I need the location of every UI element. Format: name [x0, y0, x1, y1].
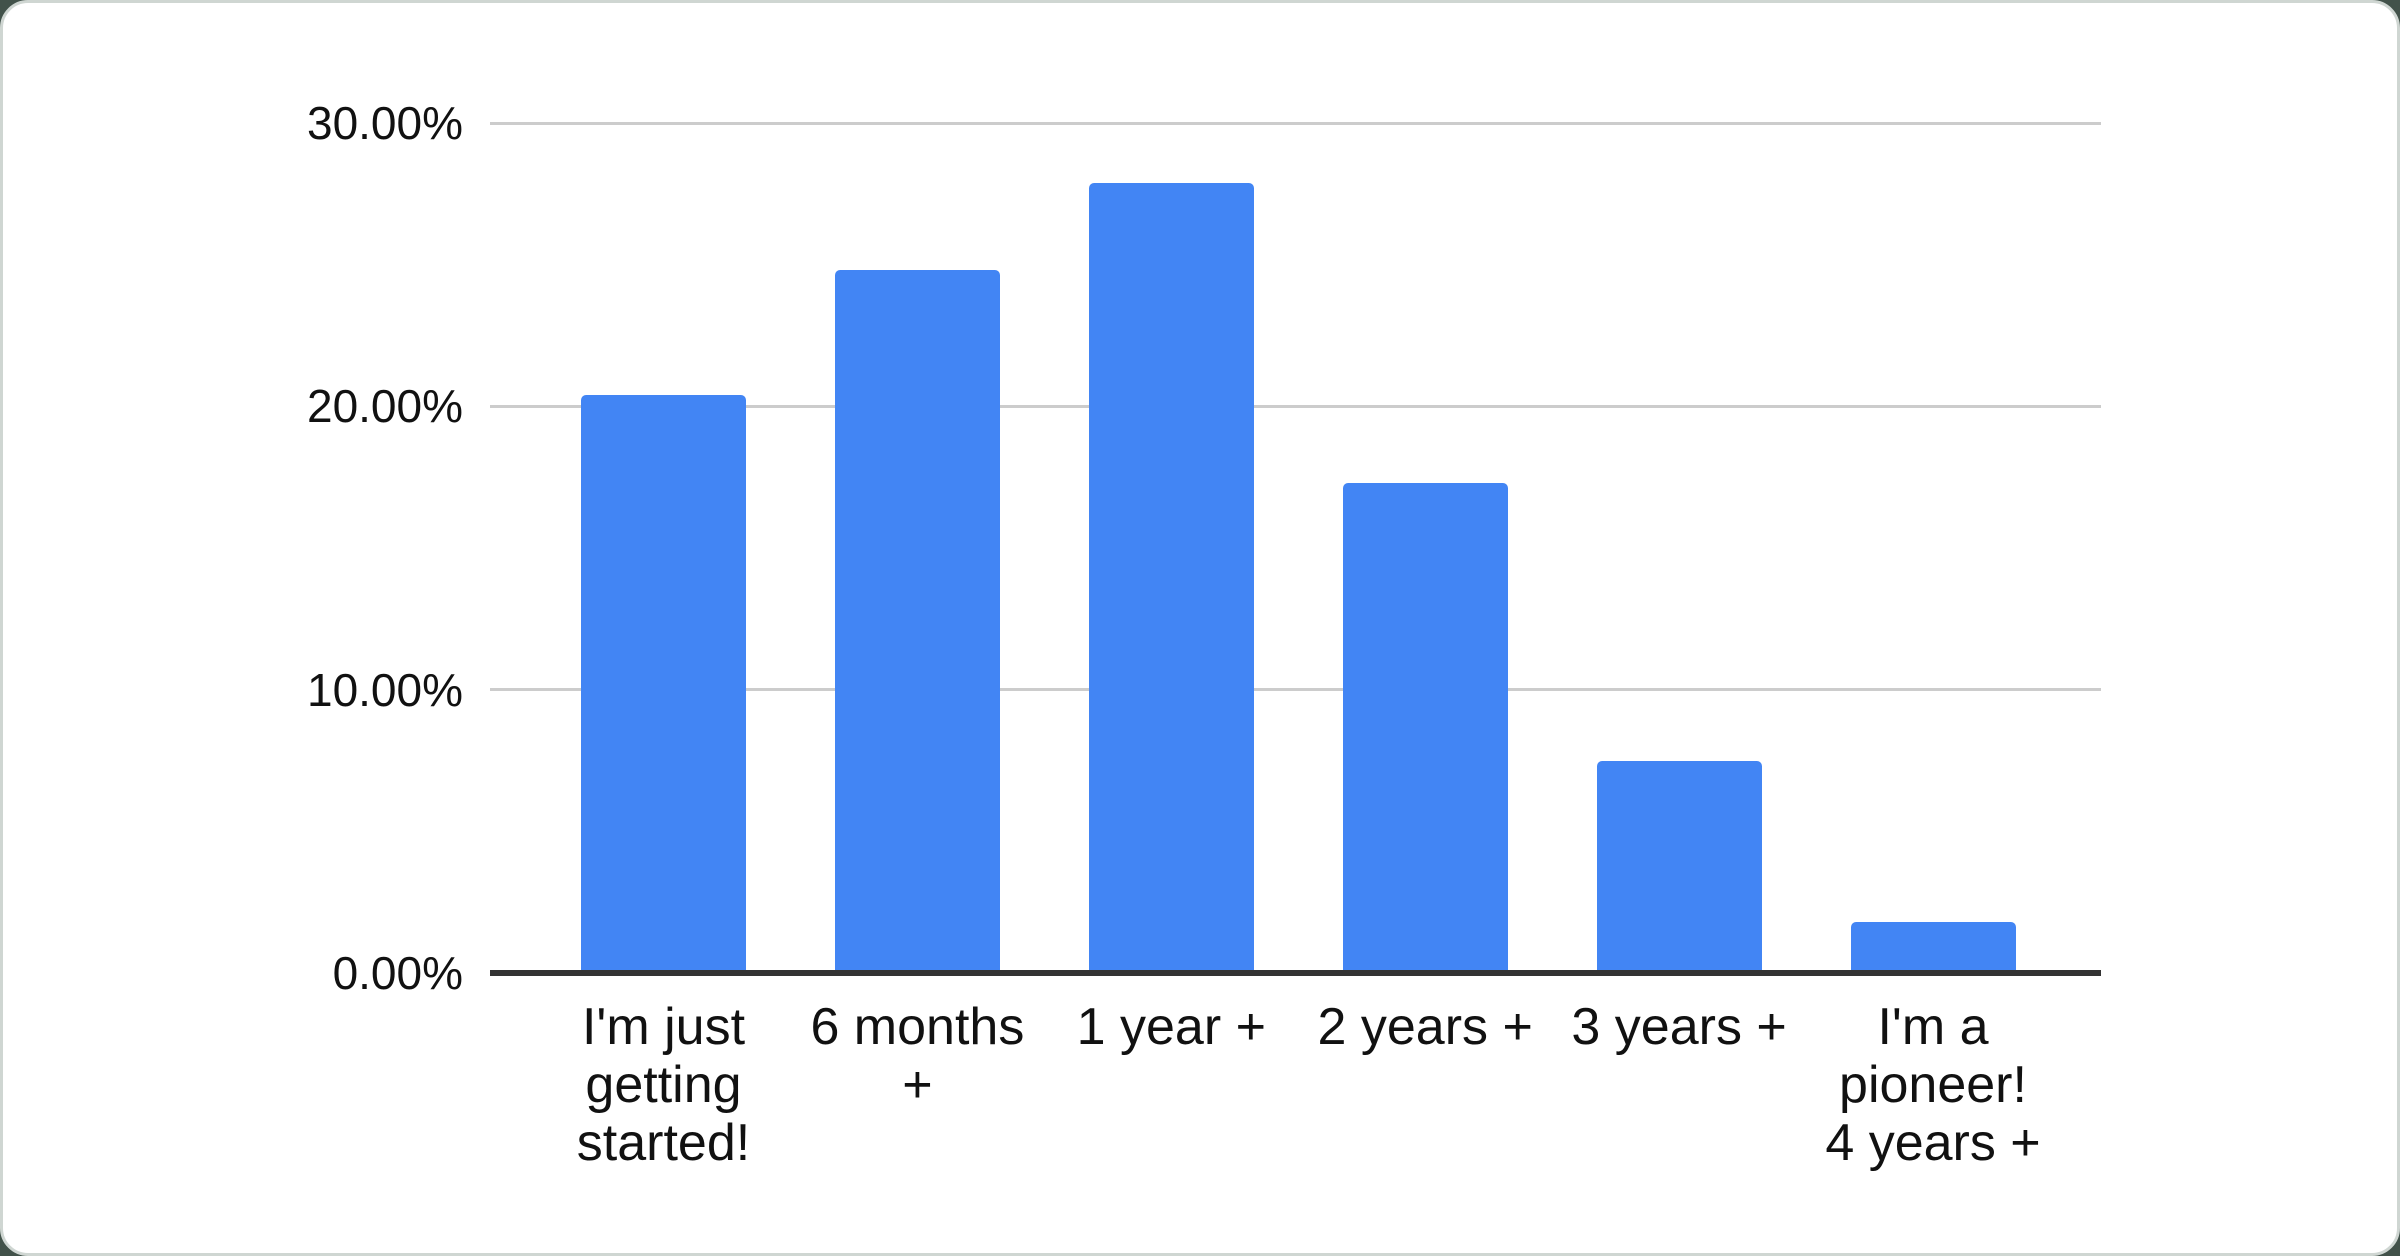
bar-3[interactable] [1088, 182, 1254, 973]
x-axis-category-label: 3 years + [1571, 998, 1787, 1056]
y-axis-tick-label: 20.00% [306, 380, 463, 433]
bar-1[interactable] [581, 395, 746, 973]
x-axis-category-label: 1 year + [1076, 998, 1266, 1056]
x-axis-line [490, 970, 2101, 976]
gridline [490, 404, 2101, 408]
y-axis-tick-label: 30.00% [306, 97, 463, 149]
y-axis-tick-label: 10.00% [306, 663, 463, 716]
x-axis-category-label: I'm just getting started! [576, 998, 751, 1172]
bar-4[interactable] [1342, 482, 1508, 973]
bar-6[interactable] [1850, 922, 2016, 973]
bar-chart: 0.00% 10.00% 20.00% 30.00% I'm just getting … [3, 3, 2397, 1253]
x-axis-category-label: I'm a pioneer! 4 years + [1825, 998, 2041, 1172]
x-axis-category-label: 2 years + [1317, 998, 1533, 1056]
bar-5[interactable] [1596, 760, 1762, 973]
x-axis-category-label: 6 months + [810, 998, 1025, 1114]
y-axis-tick-label: 0.00% [332, 947, 463, 999]
gridline [490, 688, 2101, 692]
bar-2[interactable] [834, 270, 1000, 973]
gridline [490, 121, 2101, 125]
